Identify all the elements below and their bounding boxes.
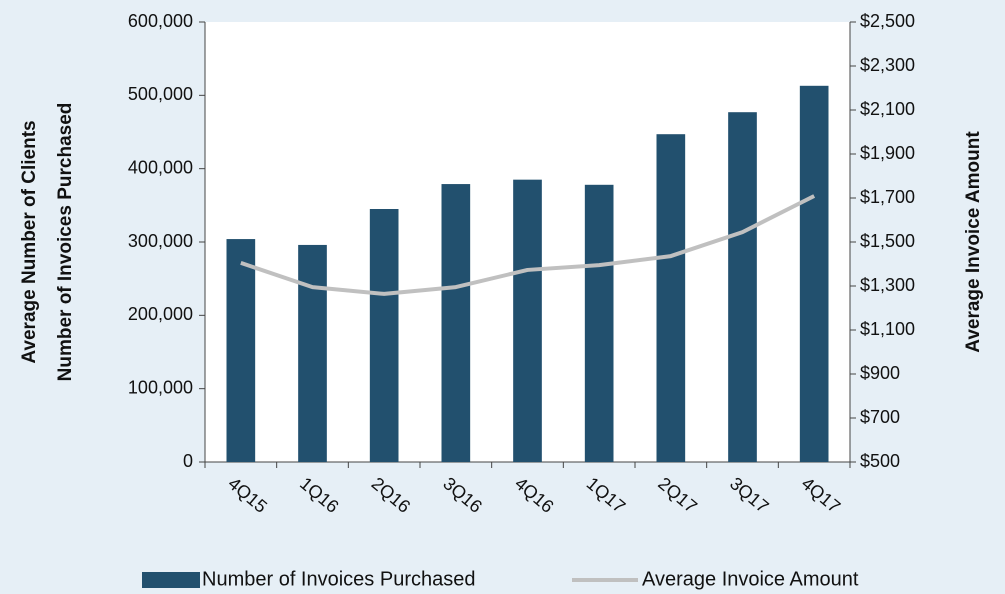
y-tick-label: 400,000: [128, 157, 193, 177]
bar: [226, 239, 256, 462]
bar: [441, 184, 471, 463]
bar: [584, 184, 614, 463]
y2-tick-label: $1,100: [860, 319, 915, 339]
bar: [728, 112, 757, 462]
x-tick-label: 2Q16: [368, 473, 415, 517]
line: [240, 194, 816, 296]
bar: [656, 134, 686, 462]
y2-tick-label: $1,500: [860, 231, 915, 251]
x-tick-label: 4Q15: [224, 473, 271, 517]
y2-tick-label: $900: [860, 363, 900, 383]
x-tick-label: 1Q16: [296, 473, 343, 517]
y2-tick-label: $1,300: [860, 275, 915, 295]
y2-tick-label: $2,500: [860, 11, 915, 31]
bar: [369, 209, 399, 462]
y-axis-label: Number of Invoices Purchased: [55, 103, 76, 382]
bar: [513, 179, 542, 462]
legend-label: Average Invoice Amount: [642, 568, 859, 590]
y2-tick-label: $700: [860, 407, 900, 427]
y-tick-label: 300,000: [128, 231, 193, 251]
x-tick-label: 4Q16: [511, 473, 558, 517]
y-tick-label: 500,000: [128, 84, 193, 104]
x-tick-label: 3Q17: [726, 473, 773, 517]
x-tick-label: 2Q17: [654, 473, 701, 517]
x-tick-label: 1Q17: [583, 473, 630, 517]
legend-label: Number of Invoices Purchased: [202, 568, 475, 590]
y2-tick-label: $2,100: [860, 99, 915, 119]
y-tick-label: 0: [183, 451, 193, 471]
y-tick-label: 600,000: [128, 11, 193, 31]
y2-tick-label: $1,900: [860, 143, 915, 163]
y2-tick-label: $2,300: [860, 55, 915, 75]
y-tick-label: 200,000: [128, 304, 193, 324]
y2-axis-label: Average Invoice Amount: [963, 131, 984, 353]
y-tick-label: 100,000: [128, 377, 193, 397]
legend-swatch: [142, 572, 200, 588]
bar: [799, 85, 829, 463]
y-axis-label: Average Number of Clients: [19, 120, 40, 363]
y2-tick-label: $1,700: [860, 187, 915, 207]
y2-tick-label: $500: [860, 451, 900, 471]
x-tick-label: 4Q17: [798, 473, 845, 517]
bar: [298, 244, 327, 462]
x-tick-label: 3Q16: [439, 473, 486, 517]
